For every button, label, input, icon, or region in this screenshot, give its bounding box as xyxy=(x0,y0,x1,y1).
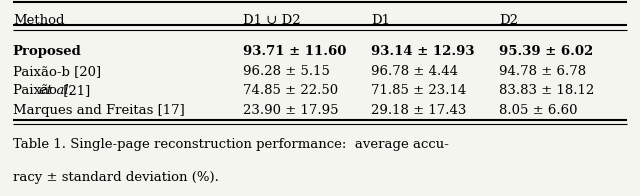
Text: 83.83 ± 18.12: 83.83 ± 18.12 xyxy=(499,84,595,97)
Text: 23.90 ± 17.95: 23.90 ± 17.95 xyxy=(243,104,339,117)
Text: 95.39 ± 6.02: 95.39 ± 6.02 xyxy=(499,45,593,58)
Text: 93.71 ± 11.60: 93.71 ± 11.60 xyxy=(243,45,347,58)
Text: Proposed: Proposed xyxy=(13,45,81,58)
Text: 94.78 ± 6.78: 94.78 ± 6.78 xyxy=(499,65,586,78)
Text: D1 ∪ D2: D1 ∪ D2 xyxy=(243,14,301,27)
Text: 96.78 ± 4.44: 96.78 ± 4.44 xyxy=(371,65,458,78)
Text: D2: D2 xyxy=(499,14,518,27)
Text: D1: D1 xyxy=(371,14,390,27)
Text: Table 1. Single-page reconstruction performance:  average accu-: Table 1. Single-page reconstruction perf… xyxy=(13,138,449,151)
Text: et al.: et al. xyxy=(39,84,73,97)
Text: Paixão-b [20]: Paixão-b [20] xyxy=(13,65,101,78)
Text: 96.28 ± 5.15: 96.28 ± 5.15 xyxy=(243,65,330,78)
Text: 8.05 ± 6.60: 8.05 ± 6.60 xyxy=(499,104,578,117)
Text: 71.85 ± 23.14: 71.85 ± 23.14 xyxy=(371,84,467,97)
Text: 29.18 ± 17.43: 29.18 ± 17.43 xyxy=(371,104,467,117)
Text: [21]: [21] xyxy=(59,84,90,97)
Text: racy ± standard deviation (%).: racy ± standard deviation (%). xyxy=(13,171,219,183)
Text: 74.85 ± 22.50: 74.85 ± 22.50 xyxy=(243,84,339,97)
Text: 93.14 ± 12.93: 93.14 ± 12.93 xyxy=(371,45,475,58)
Text: Marques and Freitas [17]: Marques and Freitas [17] xyxy=(13,104,184,117)
Text: Method: Method xyxy=(13,14,64,27)
Text: Paixão: Paixão xyxy=(13,84,61,97)
